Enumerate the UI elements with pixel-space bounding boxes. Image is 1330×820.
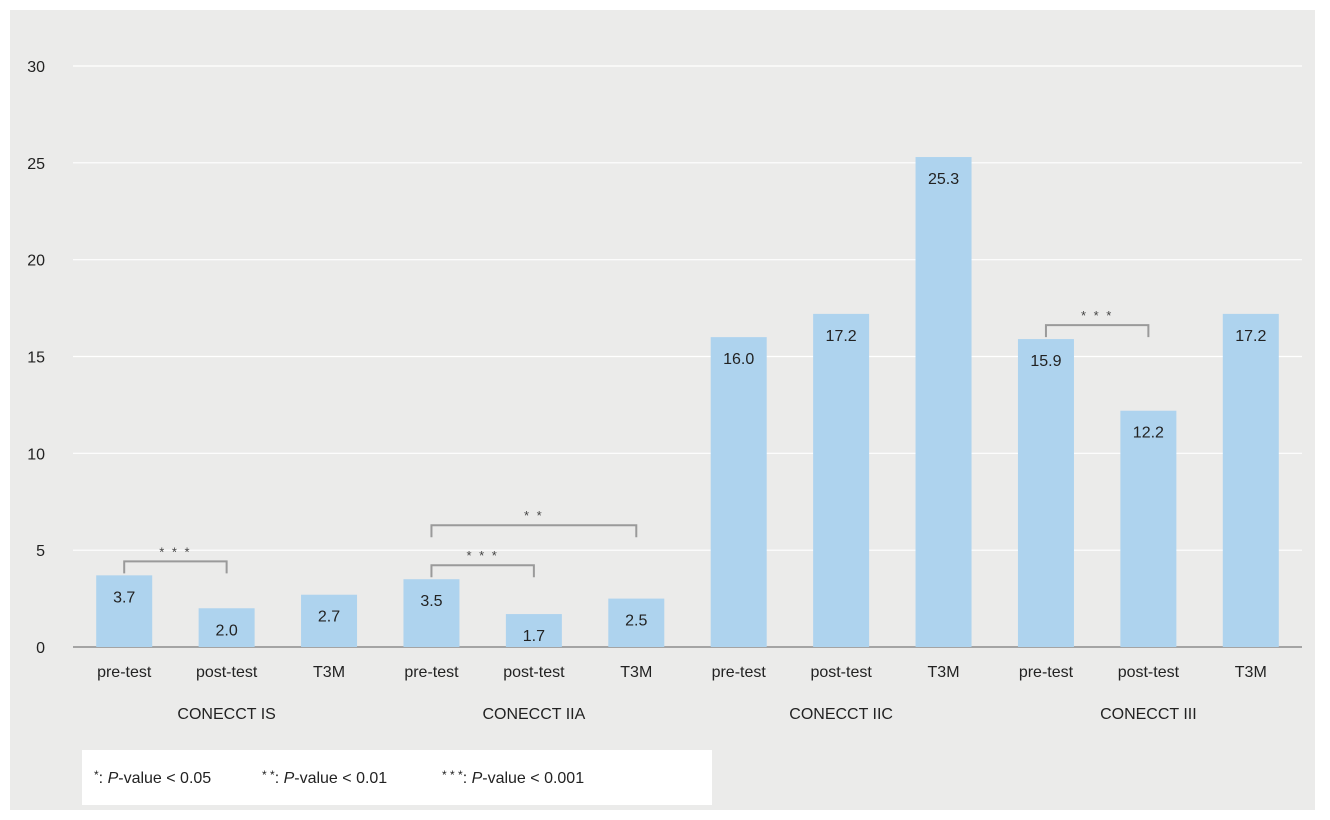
- x-tick-label: T3M: [313, 664, 345, 681]
- x-tick-label: post-test: [810, 664, 872, 681]
- x-tick-label: T3M: [928, 664, 960, 681]
- y-tick-label: 10: [27, 446, 45, 463]
- legend-p-symbol: P: [283, 770, 295, 787]
- legend-item: * *: P-value < 0.01: [262, 768, 387, 788]
- x-tick-label: pre-test: [712, 664, 767, 681]
- x-tick-label: T3M: [620, 664, 652, 681]
- bar: [301, 594, 358, 647]
- bar-value-label: 17.2: [826, 328, 857, 345]
- bar-value-label: 15.9: [1030, 353, 1061, 370]
- significance-bracket: [430, 524, 638, 538]
- bar-value-label: 3.7: [113, 589, 135, 606]
- legend-threshold: -value < 0.01: [294, 770, 388, 787]
- bar: [1120, 410, 1177, 647]
- group-label: CONECCT IIC: [789, 706, 893, 723]
- bar: [403, 579, 460, 647]
- significance-bracket: [1044, 324, 1150, 338]
- x-tick-label: pre-test: [404, 664, 459, 681]
- bar-value-label: 3.5: [420, 593, 442, 610]
- bar: [198, 608, 255, 647]
- legend-stars: * *: [262, 768, 275, 782]
- y-tick-label: 0: [36, 640, 45, 657]
- legend-item: *: P-value < 0.05: [94, 768, 211, 788]
- bar: [915, 157, 972, 648]
- x-tick-label: T3M: [1235, 664, 1267, 681]
- bar: [1222, 313, 1279, 647]
- bar-value-label: 25.3: [928, 171, 959, 188]
- x-tick-label: post-test: [503, 664, 565, 681]
- bar: [505, 614, 562, 647]
- x-tick-label: post-test: [1118, 664, 1180, 681]
- bar-value-label: 2.7: [318, 609, 340, 626]
- significance-bracket: [123, 560, 228, 574]
- y-tick-label: 20: [27, 253, 45, 270]
- bar: [96, 575, 153, 647]
- x-tick-label: post-test: [196, 664, 258, 681]
- bar-value-label: 17.2: [1235, 328, 1266, 345]
- bar: [813, 313, 870, 647]
- bar-value-label: 16.0: [723, 351, 754, 368]
- bar-value-label: 1.7: [523, 628, 545, 645]
- x-tick-label: pre-test: [1019, 664, 1074, 681]
- legend-separator: :: [274, 770, 284, 787]
- bar-value-label: 2.0: [216, 622, 238, 639]
- legend-stars: *: [94, 768, 99, 782]
- group-label: CONECCT III: [1100, 706, 1197, 723]
- x-tick-label: pre-test: [97, 664, 152, 681]
- legend-separator: :: [98, 770, 108, 787]
- significance-legend: *: P-value < 0.05 * *: P-value < 0.01 * * …: [82, 750, 712, 805]
- significance-label: * * *: [159, 544, 191, 559]
- legend-threshold: -value < 0.001: [482, 770, 585, 787]
- bar: [710, 337, 767, 647]
- legend-stars: * * *: [442, 768, 463, 782]
- significance-label: * *: [524, 508, 544, 523]
- legend-item: * * *: P-value < 0.001: [442, 768, 584, 788]
- legend-threshold: -value < 0.05: [118, 770, 212, 787]
- significance-label: * * *: [466, 548, 498, 563]
- significance-label: * * *: [1081, 308, 1113, 323]
- legend-p-symbol: P: [107, 770, 119, 787]
- y-tick-label: 15: [27, 350, 45, 367]
- bar-value-label: 2.5: [625, 613, 647, 630]
- legend-separator: :: [462, 770, 472, 787]
- group-label: CONECCT IIA: [482, 706, 585, 723]
- group-label: CONECCT IS: [177, 706, 275, 723]
- y-tick-label: 5: [36, 543, 45, 560]
- bar: [1017, 339, 1074, 647]
- y-tick-label: 25: [27, 156, 45, 173]
- significance-bracket: [430, 564, 535, 578]
- legend-p-symbol: P: [471, 770, 483, 787]
- y-tick-label: 30: [27, 59, 45, 76]
- chart-panel: 0 5 10 15 20 25 30 3.7 pre-test 2.0 post-test 2.7 T3…: [10, 10, 1315, 810]
- bar: [608, 598, 665, 647]
- bar-chart: 0 5 10 15 20 25 30 3.7 pre-test 2.0 post-test 2.7 T3…: [27, 59, 1302, 723]
- bar-value-label: 12.2: [1133, 425, 1164, 442]
